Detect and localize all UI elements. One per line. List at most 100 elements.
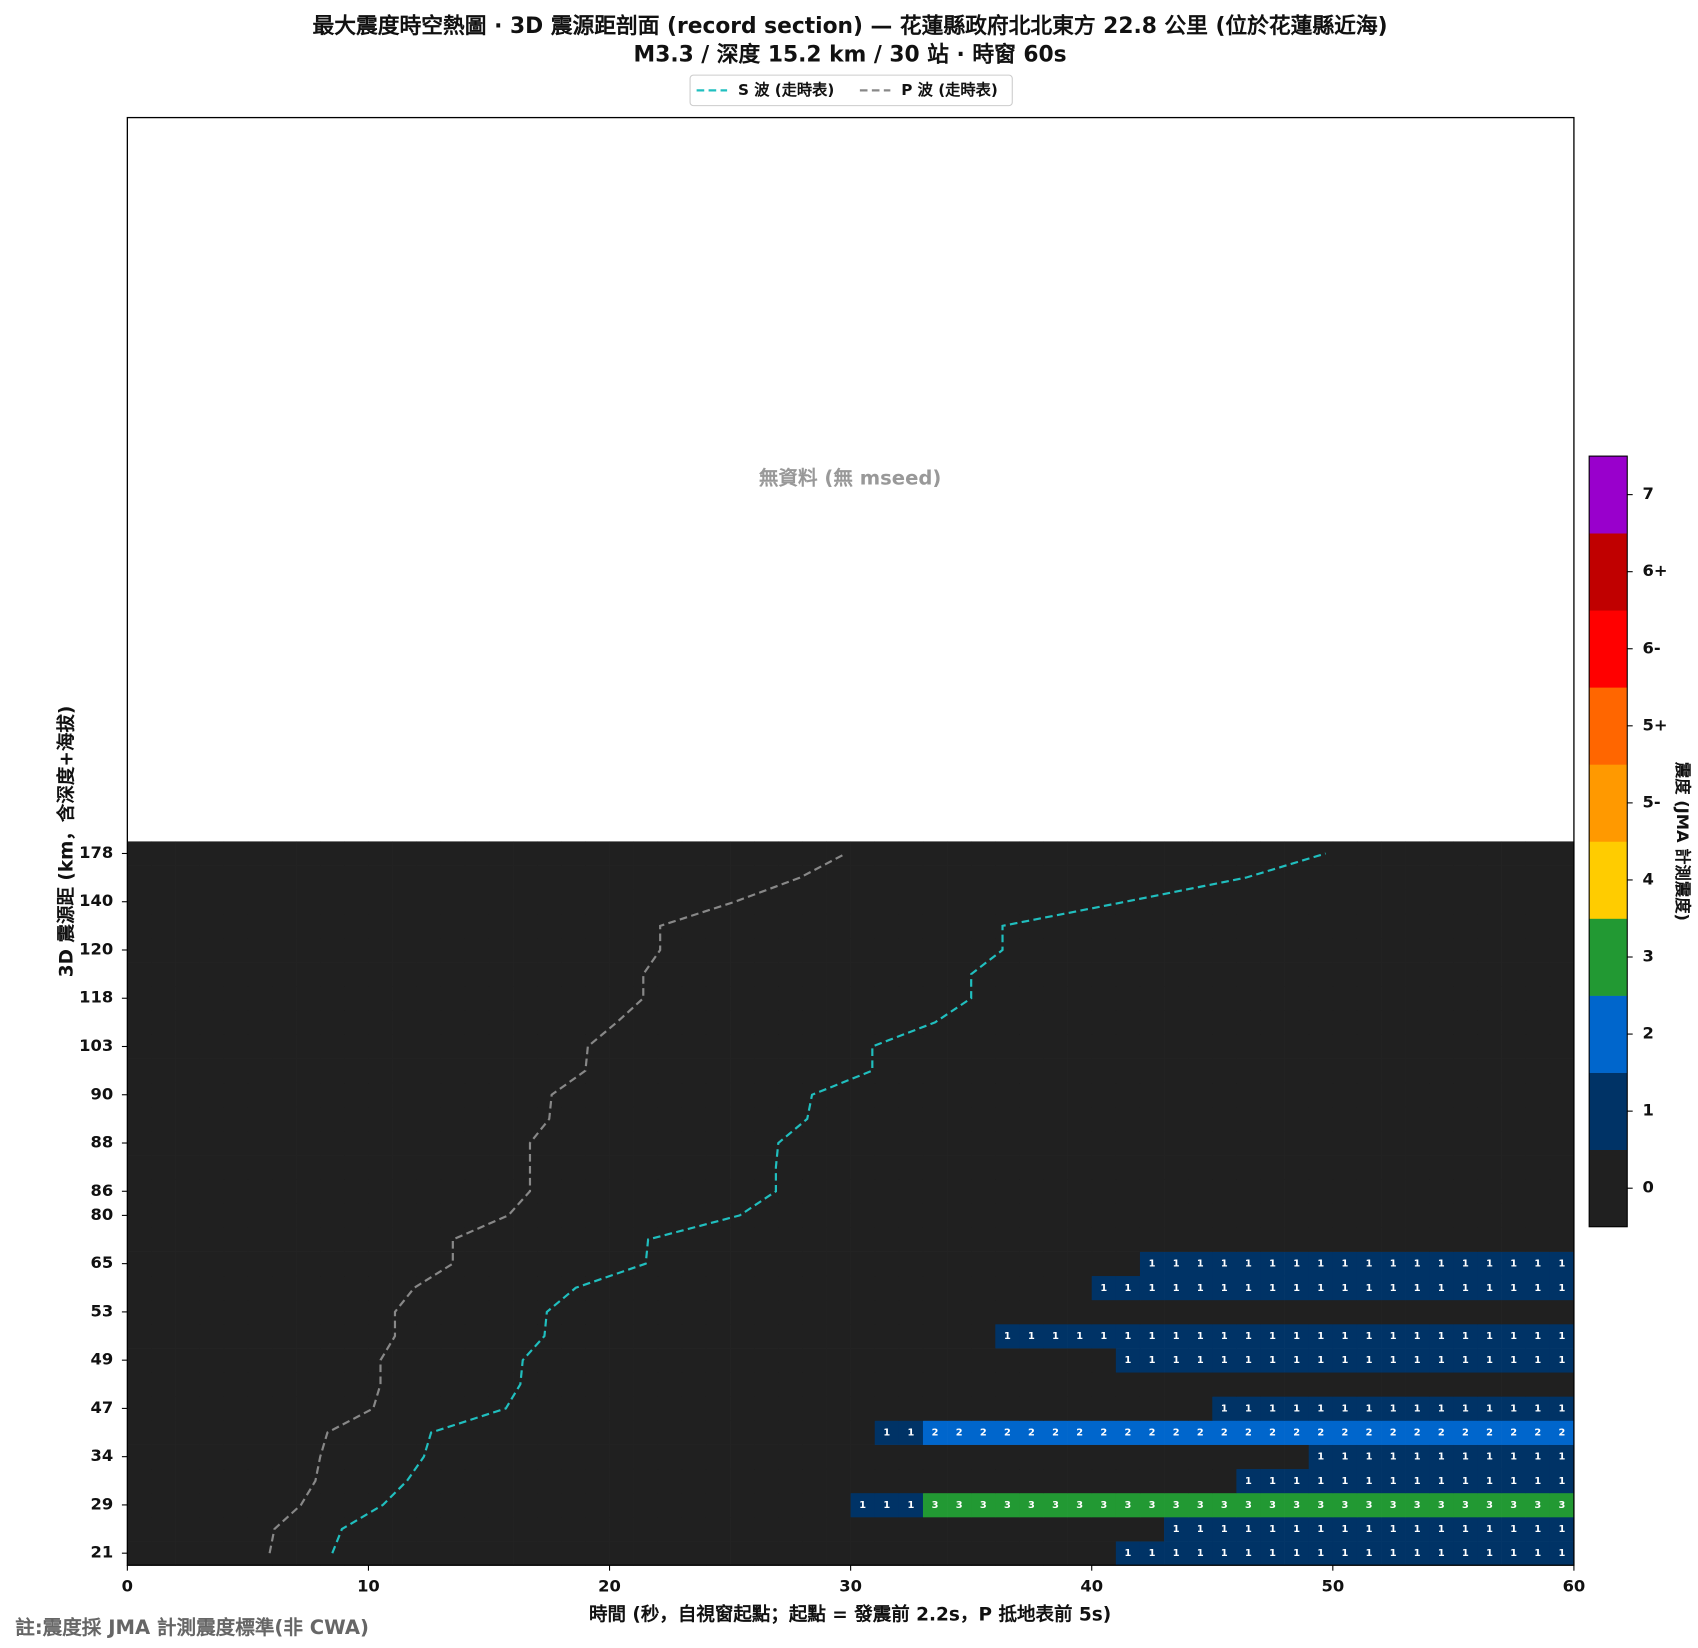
heat-cell <box>802 1179 827 1204</box>
heat-cell <box>1356 1516 1382 1542</box>
heat-cell <box>1308 1034 1334 1059</box>
heat-cell <box>1115 1396 1141 1421</box>
heat-cell <box>850 1348 876 1373</box>
heat-cell <box>272 1275 297 1301</box>
heat-cell <box>850 913 876 939</box>
heat-cell <box>1115 1444 1141 1470</box>
heat-cell <box>223 1034 249 1059</box>
heat-cell <box>1477 937 1502 963</box>
heat-cell <box>223 1227 249 1252</box>
y-tick-label: 34 <box>90 1446 113 1465</box>
heat-cell <box>730 1058 755 1084</box>
heat-cell <box>585 937 610 963</box>
heat-cell <box>464 1492 490 1518</box>
heat-cell <box>778 1106 803 1132</box>
cell-label: 1 <box>1462 1283 1469 1294</box>
heat-cell <box>922 913 948 939</box>
heat-cell <box>898 865 924 890</box>
heat-cell <box>488 1251 514 1277</box>
heat-cell <box>1356 1468 1382 1494</box>
heat-cell <box>151 986 176 1011</box>
heat-cell <box>175 1034 201 1059</box>
heat-cell <box>1091 1444 1117 1470</box>
heat-cell <box>175 1275 201 1301</box>
heat-cell <box>1332 937 1358 963</box>
heat-cell <box>1284 986 1310 1011</box>
heat-cell <box>537 841 562 866</box>
heat-cell <box>151 1372 176 1397</box>
heat-cell <box>898 913 924 939</box>
heat-cell <box>1381 1106 1406 1132</box>
heat-cell <box>826 986 851 1011</box>
heat-cell <box>826 1468 851 1494</box>
heat-cell <box>922 1203 948 1228</box>
heat-cell <box>754 962 779 987</box>
heat-cell <box>1477 913 1502 939</box>
heat-cell <box>922 986 948 1011</box>
heat-cell <box>1453 1468 1478 1494</box>
heat-cell <box>947 1516 972 1542</box>
heat-cell <box>1308 1444 1334 1470</box>
heat-cell <box>537 1275 562 1301</box>
heat-cell <box>1284 1010 1310 1035</box>
heat-cell <box>657 1251 683 1277</box>
heat-cell <box>223 1251 249 1277</box>
heat-cell <box>1067 1396 1093 1421</box>
heat-cell <box>1260 1227 1285 1252</box>
heat-cell <box>1164 1420 1189 1445</box>
cell-label: 3 <box>1004 1500 1011 1511</box>
heat-cell <box>1429 1372 1454 1397</box>
heat-cell <box>247 865 273 890</box>
heat-cell <box>778 1323 803 1349</box>
heat-cell <box>416 1106 442 1132</box>
heat-cell <box>440 841 466 866</box>
heat-cell <box>392 962 417 987</box>
cell-label: 1 <box>1245 1355 1252 1366</box>
heat-cell <box>705 1082 731 1108</box>
heat-cell <box>1429 1058 1454 1084</box>
heat-cell <box>609 1444 634 1470</box>
heat-cell <box>1308 1275 1334 1301</box>
heat-cell <box>971 986 996 1011</box>
heat-cell <box>754 1444 779 1470</box>
heat-cell <box>995 1348 1020 1373</box>
heat-cell <box>151 1468 176 1494</box>
heat-cell <box>1477 889 1502 915</box>
heat-cell <box>537 1516 562 1542</box>
heat-cell <box>633 1155 659 1180</box>
cell-label: 1 <box>1341 1548 1348 1559</box>
heat-cell <box>1381 1155 1406 1180</box>
heat-cell <box>1284 1203 1310 1228</box>
heat-cell <box>1188 1010 1213 1035</box>
heat-cell <box>778 1058 803 1084</box>
heat-cell <box>1164 1372 1189 1397</box>
heat-cell <box>1381 889 1406 915</box>
cell-label: 3 <box>1438 1500 1445 1511</box>
heat-cell <box>440 986 466 1011</box>
heat-cell <box>247 1251 273 1277</box>
heat-cell <box>416 1541 442 1566</box>
heat-cell <box>1236 1444 1261 1470</box>
heat-cell <box>247 1203 273 1228</box>
heat-cell <box>175 1468 201 1494</box>
heat-cell <box>1164 1299 1189 1325</box>
heat-cell <box>488 913 514 939</box>
heat-cell <box>971 1227 996 1252</box>
heat-cell <box>971 1516 996 1542</box>
heat-cell <box>1381 1082 1406 1108</box>
heat-cell <box>320 865 345 890</box>
heat-cell <box>1429 1034 1454 1059</box>
heat-cell <box>874 1058 900 1084</box>
cell-label: 1 <box>1438 1331 1445 1342</box>
heat-cell <box>1381 1468 1406 1494</box>
heat-cell <box>513 1396 538 1421</box>
heat-cell <box>1188 937 1213 963</box>
heat-cell <box>850 986 876 1011</box>
heat-cell <box>657 841 683 866</box>
heat-cell <box>922 1372 948 1397</box>
heat-cell <box>730 1396 755 1421</box>
heat-cell <box>1115 1130 1141 1156</box>
heat-cell <box>1091 937 1117 963</box>
heat-cell <box>561 1323 586 1349</box>
heat-cell <box>513 937 538 963</box>
